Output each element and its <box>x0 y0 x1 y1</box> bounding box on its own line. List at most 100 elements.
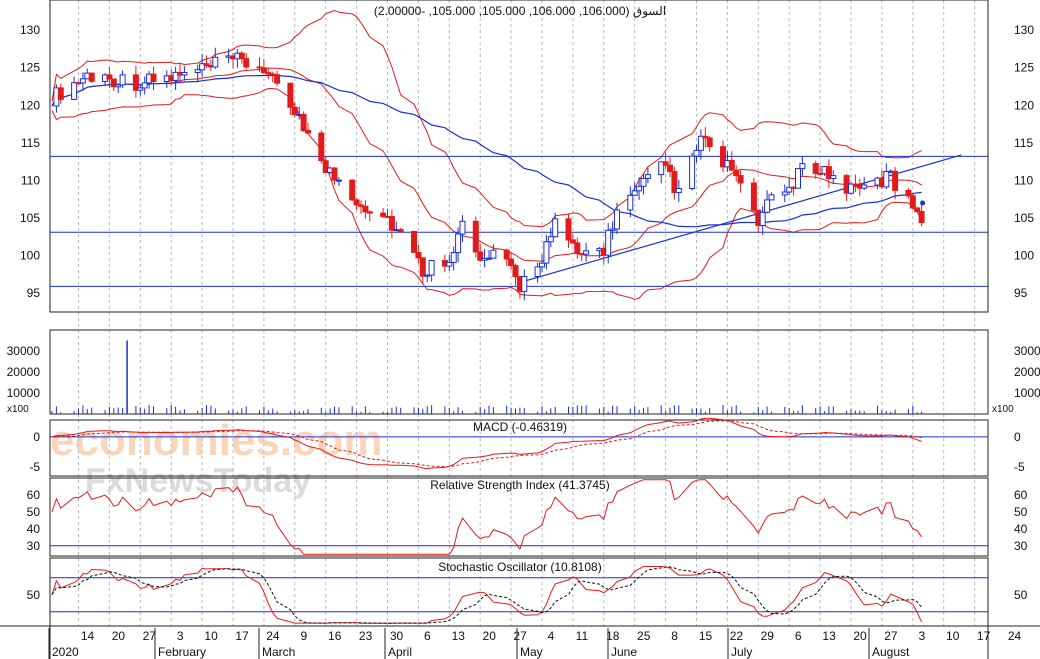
candle-body <box>79 78 86 84</box>
rsi-tick-label-right: 40 <box>1014 522 1028 536</box>
x-day-label: 14 <box>81 629 95 643</box>
volume-tick-label-left: 10000 <box>7 386 41 400</box>
volume-scale-label-left: x100 <box>7 404 29 415</box>
candle-body <box>415 252 422 259</box>
candle-body <box>132 74 139 91</box>
candle-body <box>274 74 281 84</box>
x-day-label: 3 <box>177 629 184 643</box>
candle-body <box>750 182 757 211</box>
volume-scale-label-right: x100 <box>992 404 1014 415</box>
x-month-label: March <box>262 645 295 659</box>
candle-body <box>781 191 788 196</box>
candle-body <box>150 73 157 82</box>
x-day-label: 17 <box>235 629 249 643</box>
rsi-tick-label-left: 30 <box>27 539 41 553</box>
candle-body <box>636 185 643 192</box>
price-tick-label-left: 125 <box>20 61 40 75</box>
candle-body <box>830 175 837 180</box>
price-tick-label-right: 110 <box>1014 173 1033 187</box>
candle-body <box>362 205 369 213</box>
candle-body <box>543 241 550 264</box>
candle-body <box>181 72 188 76</box>
candle-body <box>689 155 696 190</box>
watermark-logo-text: economies.com <box>50 416 383 465</box>
x-day-label: 10 <box>204 629 218 643</box>
candle-body <box>490 249 497 259</box>
candle-body <box>300 113 307 132</box>
macd-panel <box>50 417 988 470</box>
x-day-label: 6 <box>424 629 431 643</box>
candle-body <box>349 179 356 201</box>
candle-body <box>918 211 925 224</box>
candle-body <box>667 164 673 172</box>
volume-tick-label-right: 10000 <box>1014 386 1040 400</box>
price-tick-label-right: 115 <box>1014 136 1033 150</box>
price-tick-label-left: 120 <box>20 98 40 112</box>
x-day-label: 20 <box>483 629 497 643</box>
candle-body <box>569 239 576 244</box>
x-day-label: 13 <box>822 629 836 643</box>
rsi-line <box>51 479 923 555</box>
price-tick-label-right: 95 <box>1014 286 1028 300</box>
x-day-label: 18 <box>606 629 620 643</box>
candle-body <box>825 166 832 180</box>
candle-body <box>795 168 801 189</box>
candle-body <box>764 199 771 213</box>
x-day-label: 10 <box>946 629 960 643</box>
y-tick-labels: 95 95 100 100 105 105 110 110 115 115 120 120 125 125… <box>7 23 1040 602</box>
moving-average <box>51 74 922 228</box>
x-day-label: 24 <box>1008 629 1022 643</box>
candle-body <box>720 146 726 168</box>
macd-tick-label-right: 0 <box>1014 430 1021 444</box>
panel-frame-macd <box>49 419 989 477</box>
x-day-label: 3 <box>918 629 925 643</box>
candle-body <box>905 189 912 197</box>
candle-body <box>609 228 616 231</box>
x-day-label: 30 <box>390 629 404 643</box>
price-tick-label-left: 110 <box>21 173 40 187</box>
macd-line <box>51 417 922 470</box>
candle-body <box>848 183 854 194</box>
candle-body <box>508 258 515 267</box>
candle-body <box>137 87 144 91</box>
x-month-label: February <box>158 645 206 659</box>
candle-body <box>675 188 682 194</box>
volume-tick-label-right: 30000 <box>1014 344 1040 358</box>
candle-body <box>547 236 554 243</box>
candle-body <box>728 160 735 171</box>
x-day-label: 16 <box>328 629 342 643</box>
candle-body <box>446 261 453 267</box>
panel-frame-rsi <box>49 477 989 557</box>
price-tick-label-left: 100 <box>20 249 40 263</box>
x-day-label: 13 <box>452 629 466 643</box>
candle-body <box>194 69 201 73</box>
x-day-label: 9 <box>300 629 307 643</box>
candle-body <box>119 74 126 86</box>
x-day-label: 23 <box>359 629 373 643</box>
candle-body <box>583 250 590 255</box>
candle-body <box>627 194 634 211</box>
macd-signal-line <box>51 420 922 468</box>
volume-bars <box>51 340 923 414</box>
last-price-marker <box>920 200 926 206</box>
candle-body <box>644 174 651 179</box>
candle-body <box>706 137 713 148</box>
macd-tick-label-right: -5 <box>1014 460 1025 474</box>
candle-body <box>861 184 868 189</box>
x-day-label: 4 <box>548 629 555 643</box>
candle-body <box>512 265 519 278</box>
rsi-title: Relative Strength Index (41.3745) <box>430 478 609 492</box>
candle-body <box>693 149 700 157</box>
candle-body <box>353 199 360 206</box>
rsi-tick-label-left: 40 <box>27 522 41 536</box>
candle-body <box>883 171 890 188</box>
candle-body <box>71 82 78 100</box>
candle-body <box>115 84 122 88</box>
candle-body <box>477 251 484 261</box>
x-day-label: 17 <box>977 629 991 643</box>
candle-body <box>287 82 294 108</box>
price-tick-label-right: 125 <box>1014 61 1034 75</box>
candle-body <box>450 252 457 263</box>
macd-tick-label-left: -5 <box>29 460 40 474</box>
